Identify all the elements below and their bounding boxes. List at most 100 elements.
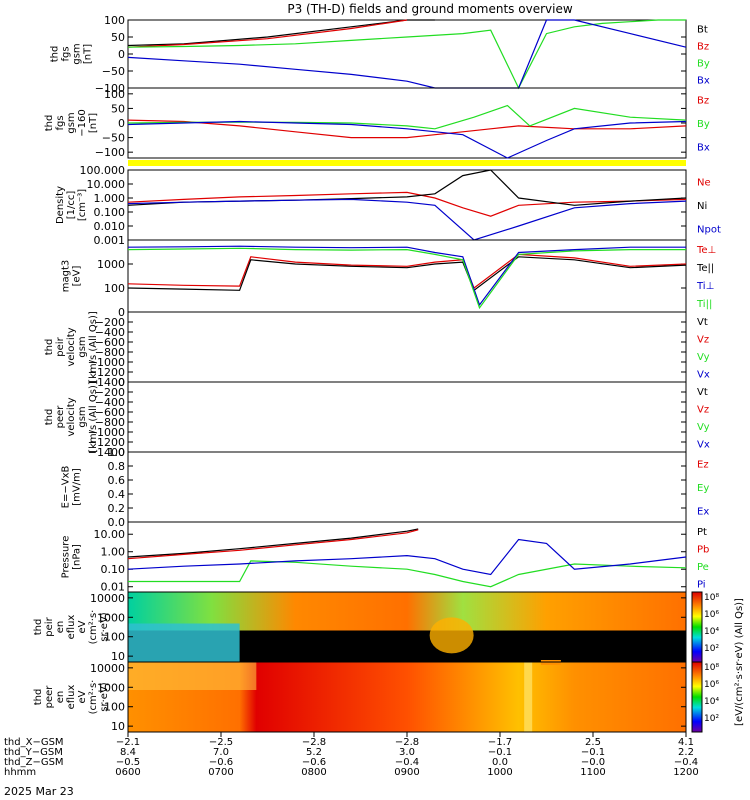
y-tick-label: 0.0 [108, 516, 126, 529]
legend-entry: Vz [697, 404, 709, 415]
x-tick-label: 2.5 [585, 737, 601, 748]
y-tick-label: 0.100 [94, 206, 126, 219]
colorbar-tick: 10⁸ [704, 593, 719, 603]
legend-entry: Bx [697, 142, 710, 153]
legend-entry: Vx [697, 369, 710, 380]
y-tick-label: 0.001 [94, 234, 126, 247]
legend-entry: Vy [697, 352, 710, 363]
series-line-By [127, 19, 686, 90]
legend-entry: Ey [697, 483, 709, 494]
legend-entry: Pt [697, 527, 707, 538]
series-line-Pt [127, 528, 419, 558]
y-tick-label: 100.000 [80, 164, 126, 177]
y-tick-label: 10 [111, 650, 125, 663]
x-tick-label: −0.6 [302, 757, 326, 768]
legend-entry: By [697, 119, 710, 130]
y-axis-label-line: [km/s (All Qs)] [88, 311, 99, 383]
y-axis-label-line: peir [55, 336, 66, 356]
panel-frame [127, 311, 687, 383]
y-axis-label-line: [nT] [88, 113, 99, 133]
y-tick-label: 1000 [97, 681, 125, 694]
y-tick-label: −50 [102, 132, 125, 145]
y-tick-label: −1000 [88, 356, 125, 369]
y-axis-label-line: sr·eV) [99, 682, 110, 711]
legend-entry: Ez [697, 460, 709, 471]
colorbar-tick: 10² [704, 644, 719, 654]
y-tick-label: 0.6 [108, 474, 126, 487]
legend-entry: Vy [697, 422, 710, 433]
series-line-Te⊥ [127, 253, 687, 289]
panel-efield: 1.00.80.60.40.20.0 E=−VxB [mV/m] Ez Ey Ex [61, 446, 710, 529]
y-tick-label: −800 [95, 346, 125, 359]
legend-entry: Ex [697, 506, 709, 517]
y-tick-label: −800 [95, 416, 125, 429]
series-line-Ni [127, 169, 687, 206]
y-tick-label: 0.10 [101, 563, 126, 576]
y-tick-label: 100 [104, 701, 125, 714]
y-axis-label-line: Pressure [61, 536, 72, 579]
y-axis-label-line: magt3 [61, 260, 72, 293]
y-axis-label: Pressure [nPa] [61, 536, 83, 579]
colorbar-bottom [691, 661, 703, 733]
y-tick-label: 10 [111, 720, 125, 733]
y-axis-label-line: peer [55, 405, 66, 429]
y-tick-label: −200 [95, 386, 125, 399]
y-tick-label: −400 [95, 396, 125, 409]
y-tick-label: −50 [102, 65, 125, 78]
y-axis-label: Density [1/cc] [cm⁻³] [55, 186, 88, 224]
legend-entry: Pe [697, 562, 709, 573]
panel-frame [127, 19, 687, 89]
x-tick-label: −0.4 [674, 757, 698, 768]
x-axis: thd_X−GSMthd_Y−GSMthd_Z−GSMhhmm−2.18.4−0… [4, 732, 699, 778]
x-tick-label: 0900 [394, 767, 419, 778]
colorbar-top [691, 591, 703, 663]
legend-entry: By [697, 59, 710, 70]
y-tick-label: 1.00 [101, 546, 126, 559]
y-axis-label-line: (cm²·s· [88, 680, 99, 715]
colorbar-label-text: [eV/(cm²·s·sr·eV) (All Qs)] [734, 598, 745, 726]
legend-entry: Ti|| [696, 299, 712, 310]
x-tick-label: −2.8 [302, 737, 326, 748]
y-axis-label-line: gsm [77, 336, 88, 357]
x-tick-label: −2.5 [209, 737, 233, 748]
y-axis-label-line: eV [77, 620, 88, 633]
y-tick-label: 50 [111, 102, 125, 115]
y-axis-label-line: thd [44, 339, 55, 356]
legend-entry: Bx [697, 76, 710, 87]
y-tick-label: −1400 [88, 376, 125, 389]
legend-entry: Pb [697, 544, 709, 555]
x-axis-row-label: thd_X−GSM [4, 737, 64, 748]
y-axis-label-line: eflux [66, 685, 77, 710]
y-axis-label: thd peir velocity gsm [km/s (All Qs)] [44, 311, 99, 383]
y-tick-label: −1400 [88, 446, 125, 459]
x-tick-label: 8.4 [120, 747, 136, 758]
y-tick-label: 0.2 [108, 502, 126, 515]
y-axis-label-line: gsm [72, 43, 83, 64]
x-tick-label: −0.5 [116, 757, 140, 768]
y-tick-label: −600 [95, 336, 125, 349]
y-tick-label: −100 [95, 146, 125, 159]
x-tick-label: −1.7 [488, 737, 512, 748]
x-tick-label: 3.0 [399, 747, 415, 758]
heatmap-peer_en_eflux [128, 660, 686, 732]
y-tick-label: 100 [104, 14, 125, 27]
x-tick-label: 2.2 [678, 747, 694, 758]
y-axis-label: thd peer en eflux eV (cm²·s· sr·eV) [33, 680, 110, 715]
legend-entry: Bt [697, 25, 708, 36]
x-tick-label: −2.8 [395, 737, 419, 748]
y-tick-label: 0 [118, 306, 125, 319]
separator-strip [128, 160, 686, 166]
y-tick-label: 50 [111, 31, 125, 44]
series-line-Npot [127, 198, 687, 241]
y-tick-label: 0 [118, 48, 125, 61]
y-axis-label: magt3 [eV] [61, 260, 83, 293]
legend-entry: Bz [697, 96, 709, 107]
y-axis-label-line: [cm⁻³] [77, 189, 88, 221]
x-tick-label: −0.1 [488, 747, 512, 758]
legend-entry: Ne [697, 178, 711, 189]
heatmap-feature [524, 662, 533, 732]
